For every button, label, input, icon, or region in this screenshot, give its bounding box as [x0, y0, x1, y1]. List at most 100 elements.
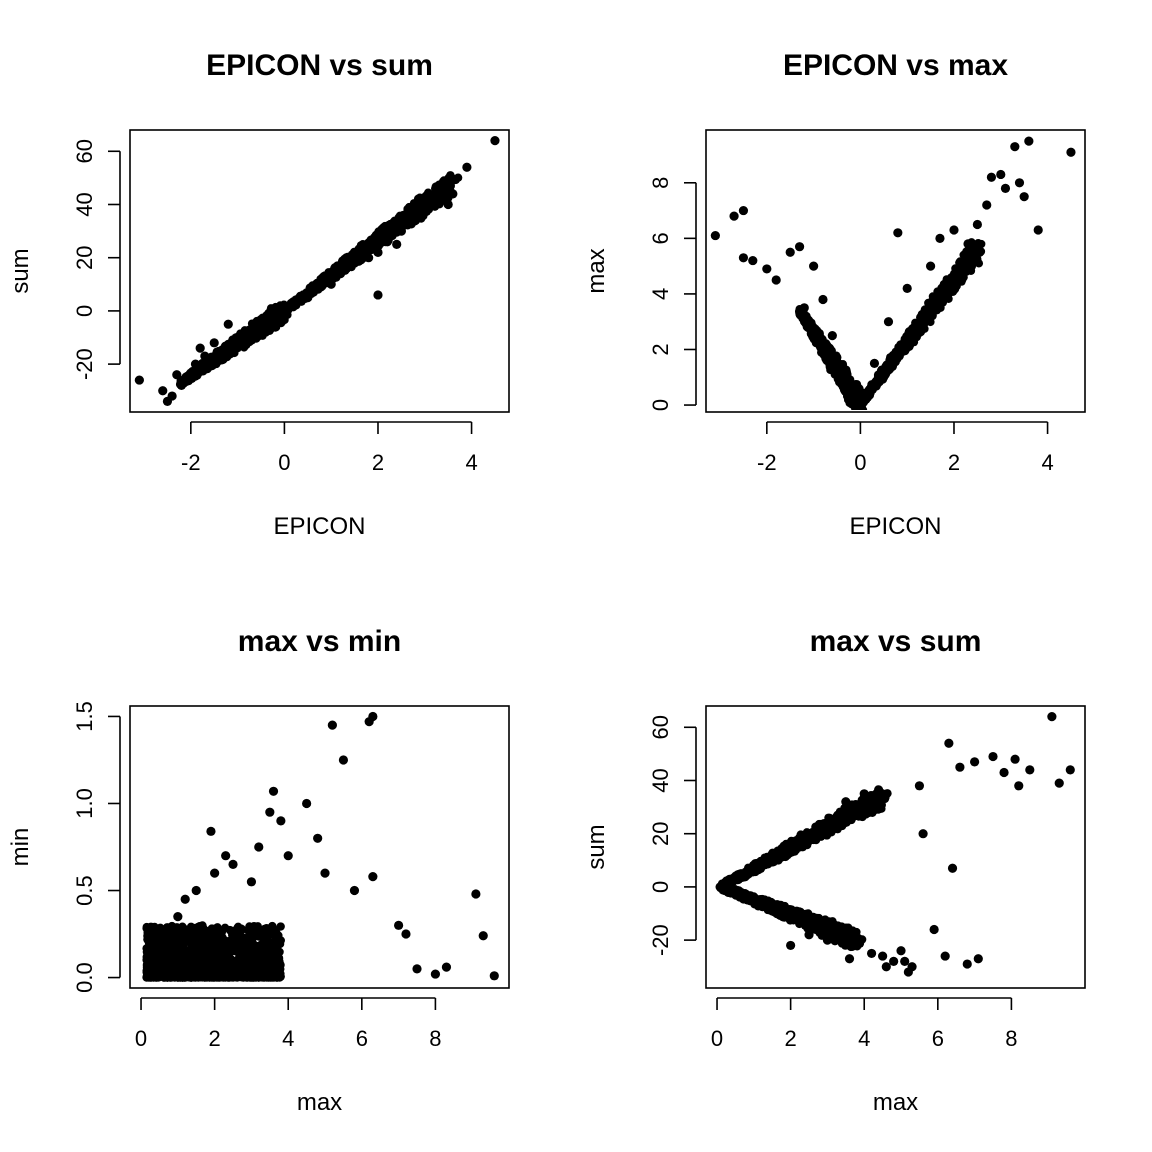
scatter-point [448, 189, 458, 199]
scatter-point [843, 385, 853, 394]
x-axis-label: max [297, 1089, 342, 1116]
scatter-point [947, 282, 957, 292]
scatter-point [161, 959, 171, 968]
scatter-point [982, 200, 992, 210]
scatter-point [231, 972, 241, 982]
scatter-point [186, 372, 196, 383]
scatter-point [462, 162, 472, 172]
scatter-point [134, 375, 144, 385]
y-tick-label: 60 [648, 715, 673, 739]
scatter-point [206, 939, 215, 948]
x-tick-label: 2 [785, 1026, 797, 1051]
y-tick-label: 4 [648, 288, 673, 300]
y-tick-label: 1.5 [72, 701, 97, 732]
scatter-point [785, 247, 795, 257]
scatter-point [179, 943, 188, 952]
scatter-point [738, 205, 749, 216]
scatter-point [338, 755, 349, 765]
scatter-point [249, 922, 259, 931]
scatter-point [178, 932, 187, 942]
x-tick-label: 0 [278, 450, 290, 475]
scatter-point [818, 294, 828, 305]
scatter-point [246, 934, 256, 944]
x-tick-label: 8 [429, 1026, 441, 1051]
x-tick-label: 4 [282, 1026, 294, 1051]
scatter-point [441, 962, 452, 972]
y-tick-label: 40 [648, 768, 673, 792]
scatter-point [949, 225, 959, 235]
scatter-point [925, 261, 936, 271]
scatter-point [392, 239, 402, 249]
scatter-point [964, 250, 974, 259]
scatter-point [920, 318, 930, 328]
x-tick-label: 6 [356, 1026, 368, 1051]
data-points [134, 136, 500, 406]
scatter-point [209, 338, 219, 348]
x-axis-label: EPICON [849, 513, 941, 540]
scatter-point [172, 370, 182, 380]
scatter-point [238, 949, 248, 959]
scatter-point [424, 194, 435, 204]
scatter-point [963, 239, 973, 249]
y-tick-label: -20 [72, 348, 97, 380]
scatter-point [243, 971, 253, 980]
scatter-point [1066, 147, 1076, 157]
plot-frame [705, 705, 1086, 989]
scatter-point [368, 871, 378, 882]
scatter-point [195, 343, 205, 353]
x-tick-label: 2 [209, 1026, 221, 1051]
scatter-point [149, 958, 159, 967]
y-tick-label: 0 [648, 881, 673, 893]
x-tick-label: -2 [757, 450, 777, 475]
scatter-point [409, 206, 418, 216]
y-tick-label: 40 [72, 192, 97, 216]
x-axis-label: EPICON [273, 513, 365, 540]
scatter-point [229, 936, 238, 946]
x-tick-label: 0 [135, 1026, 147, 1051]
x-axis: -2 0 2 4 [757, 421, 1054, 475]
y-tick-label: 2 [648, 343, 673, 355]
scatter-point [252, 928, 262, 938]
scatter-point [841, 367, 851, 377]
scatter-point [710, 230, 720, 241]
scatter-point [190, 359, 201, 369]
y-axis-label: sum [583, 824, 610, 869]
scatter-point [204, 359, 215, 369]
y-tick-label: 20 [72, 245, 97, 269]
scatter-point [200, 351, 210, 361]
scatter-point [190, 962, 199, 971]
scatter-point [170, 953, 179, 963]
scatter-point [173, 912, 183, 922]
scatter-point [256, 941, 265, 951]
plot-frame [129, 129, 510, 413]
scatter-point [374, 231, 384, 241]
scatter-point [794, 242, 805, 252]
scatter-point [280, 315, 289, 325]
scatter-point [302, 798, 312, 809]
scatter-point [210, 868, 220, 878]
scatter-point [228, 859, 238, 870]
scatter-point [844, 376, 853, 385]
scatter-point [961, 264, 970, 274]
scatter-point [231, 928, 240, 938]
scatter-point [316, 274, 325, 284]
chart-title: EPICON vs max [783, 49, 1008, 82]
x-axis: -2 0 2 4 [181, 421, 478, 475]
scatter-point [986, 172, 997, 182]
x-tick-label: 8 [1005, 1026, 1017, 1051]
scatter-point [738, 253, 749, 263]
scatter-point [207, 924, 217, 933]
scatter-point [200, 959, 209, 969]
scatter-point [955, 273, 964, 282]
scatter-point [158, 386, 168, 396]
scatter-point [263, 320, 273, 329]
scatter-point [256, 319, 266, 329]
scatter-point [865, 390, 874, 400]
scatter-point [320, 868, 330, 878]
